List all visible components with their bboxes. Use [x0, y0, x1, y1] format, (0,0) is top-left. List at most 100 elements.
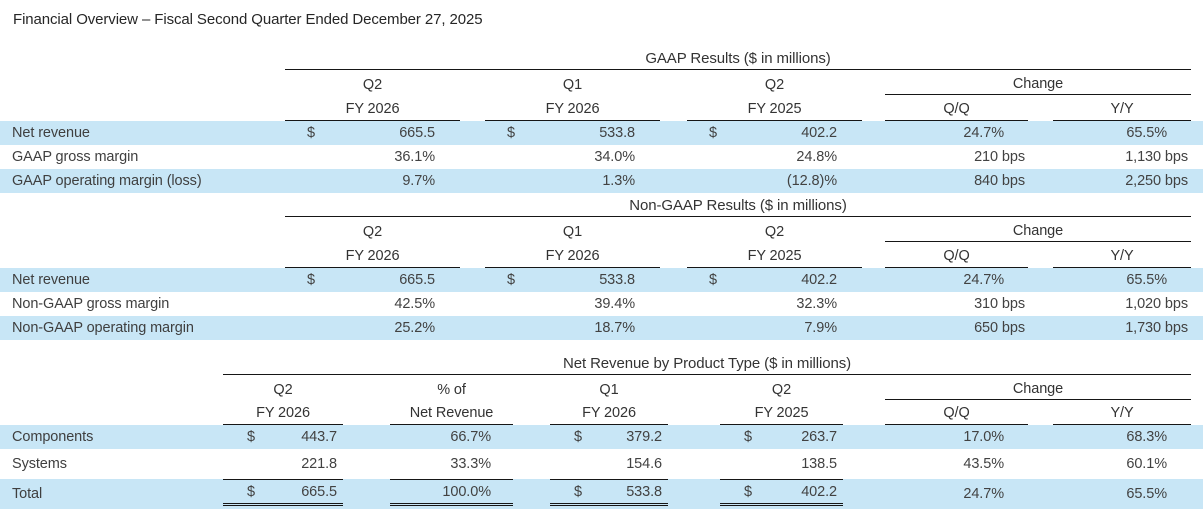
row-label: Net revenue — [12, 272, 90, 288]
value-cell: $665.5 — [223, 479, 343, 506]
change-qq-value: 310 bps — [974, 296, 1025, 312]
value: 1.3% — [602, 173, 635, 189]
fiscal-header-row: FY 2026 Net Revenue FY 2026 FY 2025 Q/Q Y/Y — [0, 400, 1203, 425]
value-cell: 34.0% — [485, 145, 660, 169]
value: 443.7 — [301, 429, 337, 445]
fiscal-header-row: FY 2026 FY 2026 FY 2025 Q/Q Y/Y — [0, 242, 1203, 268]
value-cell: 100.0% — [390, 479, 513, 506]
section-heading-row: Net Revenue by Product Type ($ in millio… — [0, 353, 1203, 375]
change-yy-value: 68.3% — [1126, 429, 1167, 445]
qq-header: Q/Q — [885, 95, 1028, 121]
value: 533.8 — [599, 272, 635, 288]
quarter-header: Q2 — [362, 77, 383, 93]
currency-symbol: $ — [574, 429, 582, 445]
currency-symbol: $ — [574, 483, 582, 500]
value-cell: $443.7 — [223, 425, 343, 449]
row-label: Net revenue — [12, 125, 90, 141]
change-yy-value: 65.5% — [1126, 125, 1167, 141]
section-heading-row: Non-GAAP Results ($ in millions) — [0, 195, 1203, 217]
value: 402.2 — [801, 483, 837, 500]
value: 100.0% — [442, 483, 491, 500]
table-row: Total $665.5 100.0% $533.8 $402.2 24.7% 65.5% — [0, 479, 1203, 509]
quarter-header: Q2 — [764, 77, 785, 93]
row-label: Total — [12, 486, 43, 502]
fiscal-year-header: FY 2025 — [720, 400, 843, 425]
fiscal-header-row: FY 2026 FY 2026 FY 2025 Q/Q Y/Y — [0, 95, 1203, 121]
value: 138.5 — [801, 456, 837, 472]
currency-symbol: $ — [247, 483, 255, 500]
value-cell: 18.7% — [485, 316, 660, 340]
value-cell: $379.2 — [550, 425, 668, 449]
quarter-header: % of — [437, 382, 466, 398]
yy-header: Y/Y — [1053, 95, 1191, 121]
fiscal-year-header: FY 2026 — [485, 242, 660, 268]
value: 39.4% — [594, 296, 635, 312]
fiscal-year-header: FY 2026 — [285, 242, 460, 268]
value-cell: 24.8% — [687, 145, 862, 169]
row-label: GAAP gross margin — [12, 149, 139, 165]
value: (12.8)% — [786, 173, 837, 189]
column-header-row: Q2 Q1 Q2 Change — [0, 217, 1203, 242]
value-cell: 221.8 — [223, 449, 343, 479]
value-cell: $402.2 — [720, 479, 843, 506]
quarter-header: Q1 — [562, 77, 583, 93]
value-cell: 39.4% — [485, 292, 660, 316]
value-cell: 1.3% — [485, 169, 660, 193]
currency-symbol: $ — [307, 125, 315, 141]
change-qq-value: 650 bps — [974, 320, 1025, 336]
table-row: Systems 221.8 33.3% 154.6 138.5 43.5% 60.1% — [0, 449, 1203, 479]
change-qq-value: 210 bps — [974, 149, 1025, 165]
change-yy-value: 1,130 bps — [1125, 149, 1188, 165]
change-qq-value: 840 bps — [974, 173, 1025, 189]
value-cell: 9.7% — [285, 169, 460, 193]
fiscal-year-header: FY 2025 — [687, 242, 862, 268]
change-qq-value: 24.7% — [963, 486, 1004, 502]
currency-symbol: $ — [744, 429, 752, 445]
value-cell: 36.1% — [285, 145, 460, 169]
fiscal-year-header: FY 2026 — [485, 95, 660, 121]
value: 66.7% — [450, 429, 491, 445]
change-yy-value: 1,730 bps — [1125, 320, 1188, 336]
yy-header: Y/Y — [1053, 400, 1191, 425]
value: 9.7% — [402, 173, 435, 189]
value: 533.8 — [626, 483, 662, 500]
value-cell: 7.9% — [687, 316, 862, 340]
value-cell: $533.8 — [550, 479, 668, 506]
quarter-header: Q2 — [362, 224, 383, 240]
value-cell: 42.5% — [285, 292, 460, 316]
change-yy-value: 65.5% — [1126, 486, 1167, 502]
change-yy-value: 60.1% — [1126, 456, 1167, 472]
column-header-row: Q2 Q1 Q2 Change — [0, 70, 1203, 95]
value: 42.5% — [394, 296, 435, 312]
value-cell: 66.7% — [390, 425, 513, 449]
page-title: Financial Overview – Fiscal Second Quart… — [13, 11, 483, 28]
change-header: Change — [885, 375, 1191, 400]
value: 665.5 — [399, 272, 435, 288]
table-row: Net revenue $665.5 $533.8 $402.2 24.7% 65.5% — [0, 268, 1203, 292]
quarter-header: Q1 — [562, 224, 583, 240]
change-qq-value: 43.5% — [963, 456, 1004, 472]
fiscal-year-header: FY 2026 — [285, 95, 460, 121]
qq-header: Q/Q — [885, 400, 1028, 425]
value: 665.5 — [399, 125, 435, 141]
section-non-gaap-results: Non-GAAP Results ($ in millions) Q2 Q1 Q2 Ch… — [0, 195, 1203, 340]
value-cell: 138.5 — [720, 449, 843, 479]
currency-symbol: $ — [507, 125, 515, 141]
fiscal-year-header: FY 2026 — [223, 400, 343, 425]
value-cell: $402.2 — [687, 268, 862, 292]
row-label: Components — [12, 429, 94, 445]
currency-symbol: $ — [247, 429, 255, 445]
value: 379.2 — [626, 429, 662, 445]
change-qq-value: 24.7% — [963, 272, 1004, 288]
section-heading-row: GAAP Results ($ in millions) — [0, 48, 1203, 70]
quarter-header: Q2 — [764, 224, 785, 240]
fiscal-year-header: FY 2025 — [687, 95, 862, 121]
row-label: Systems — [12, 456, 67, 472]
value-cell: $665.5 — [285, 268, 460, 292]
value: 263.7 — [801, 429, 837, 445]
value: 154.6 — [626, 456, 662, 472]
quarter-header: Q1 — [599, 382, 619, 398]
row-label: Non-GAAP operating margin — [12, 320, 194, 336]
currency-symbol: $ — [709, 272, 717, 288]
